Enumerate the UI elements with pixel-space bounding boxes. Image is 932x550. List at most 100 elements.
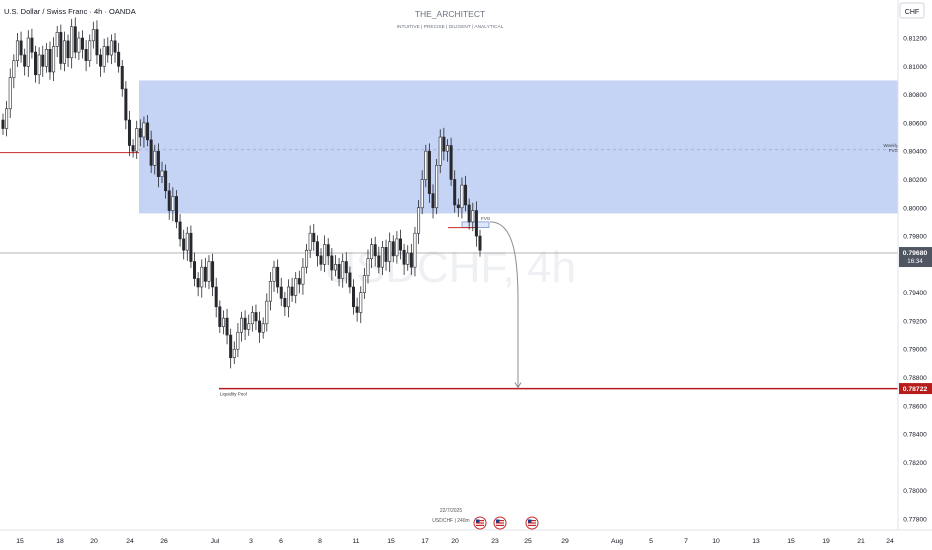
candle-body [232, 348, 236, 359]
candle-body [294, 278, 298, 296]
time-tick-label: Aug [611, 538, 623, 545]
price-tick-label: 0.79200 [903, 318, 927, 325]
price-tick-label: 0.77800 [903, 517, 927, 524]
candle-body [200, 266, 204, 288]
candle-body [102, 46, 106, 67]
target-price-tag [899, 383, 932, 395]
candle-body [8, 77, 12, 110]
candle-body [362, 275, 366, 293]
time-tick-label: 7 [684, 538, 688, 545]
candle-body [193, 261, 197, 279]
candle-body [81, 37, 85, 50]
candle-body [319, 255, 323, 265]
candle-body [460, 184, 464, 209]
candle-body [174, 196, 178, 223]
price-tick-label: 0.78600 [903, 403, 927, 410]
candle-body [276, 266, 280, 288]
candle-body [26, 37, 30, 67]
candle-body [182, 238, 186, 251]
price-tick-label: 0.81000 [903, 64, 927, 71]
candle-body [373, 244, 377, 257]
candle-body [218, 306, 222, 327]
time-tick-label: 3 [249, 538, 253, 545]
price-tick-label: 0.80800 [903, 92, 927, 99]
candle-body [138, 128, 142, 138]
candle-body [59, 32, 63, 64]
time-tick-label: 25 [524, 538, 532, 545]
candle-body [409, 252, 413, 268]
time-tick-label: 20 [90, 538, 98, 545]
candle-body [12, 60, 16, 78]
author-tagline: INTUITIVE | PRECISE | DILIGENT | ANALYTI… [397, 24, 504, 30]
price-tick-label: 0.78200 [903, 460, 927, 467]
candle-body [55, 32, 59, 47]
price-tick-label: 0.80200 [903, 177, 927, 184]
candle-body [240, 317, 244, 333]
weekly-fvg-label-2: FVG [889, 148, 899, 153]
fvg-label: FVG [481, 216, 491, 221]
time-tick-label: 21 [857, 538, 865, 545]
candle-body [420, 179, 424, 209]
candle-body [247, 323, 251, 330]
candle-body [391, 241, 395, 257]
candle-body [478, 235, 482, 251]
candle-body [153, 150, 157, 166]
time-axis [0, 530, 932, 550]
weekly-fvg-zone [139, 80, 898, 214]
price-axis [898, 0, 932, 550]
publish-date: 22/7/2025 [440, 508, 462, 514]
candle-body [178, 221, 182, 240]
candle-body [413, 232, 417, 268]
candle-body [442, 136, 446, 152]
candle-body [1, 119, 5, 129]
candle-body [207, 261, 211, 282]
currency-button[interactable] [899, 2, 925, 19]
candle-body [156, 150, 160, 177]
current-price-value: 0.79680 [903, 250, 928, 257]
candle-body [445, 145, 449, 152]
candle-body [395, 238, 399, 257]
candle-body [164, 170, 168, 192]
candle-body [106, 46, 110, 56]
candle-body [377, 255, 381, 268]
price-tick-label: 0.78800 [903, 375, 927, 382]
candle-body [41, 54, 45, 67]
candle-body [308, 232, 312, 251]
time-tick-label: 19 [822, 538, 830, 545]
candle-body [167, 190, 171, 211]
candle-body [474, 210, 478, 237]
price-tick-label: 0.81200 [903, 36, 927, 43]
candle-body [286, 286, 290, 308]
time-tick-label: 11 [352, 538, 359, 545]
candle-body [333, 264, 337, 271]
candle-body [185, 232, 189, 251]
us-flag-icon[interactable] [473, 516, 487, 530]
candle-body [48, 49, 52, 73]
price-tick-label: 0.80000 [903, 205, 927, 212]
countdown-value: 16:34 [907, 258, 923, 265]
candle-body [70, 26, 74, 59]
footer-caption: USDCHF | 240m [432, 518, 469, 524]
candle-body [52, 46, 56, 73]
target-price-value: 0.78722 [903, 386, 928, 393]
candle-body [265, 300, 269, 325]
candle-body [142, 122, 146, 138]
candle-body [15, 40, 19, 61]
candle-body [366, 258, 370, 276]
candle-body [427, 150, 431, 194]
candle-body [435, 165, 439, 209]
candle-body [348, 272, 352, 288]
candle-body [449, 145, 453, 180]
candle-body [113, 40, 117, 53]
candle-body [453, 179, 457, 206]
candle-body [37, 54, 41, 76]
candle-body [149, 139, 153, 166]
us-flag-icon[interactable] [525, 516, 539, 530]
candle-body [344, 261, 348, 274]
candle-body [171, 196, 175, 211]
us-flag-icon[interactable] [493, 516, 507, 530]
candle-body [370, 244, 374, 259]
candle-body [66, 40, 70, 59]
currency-label: CHF [905, 9, 919, 16]
